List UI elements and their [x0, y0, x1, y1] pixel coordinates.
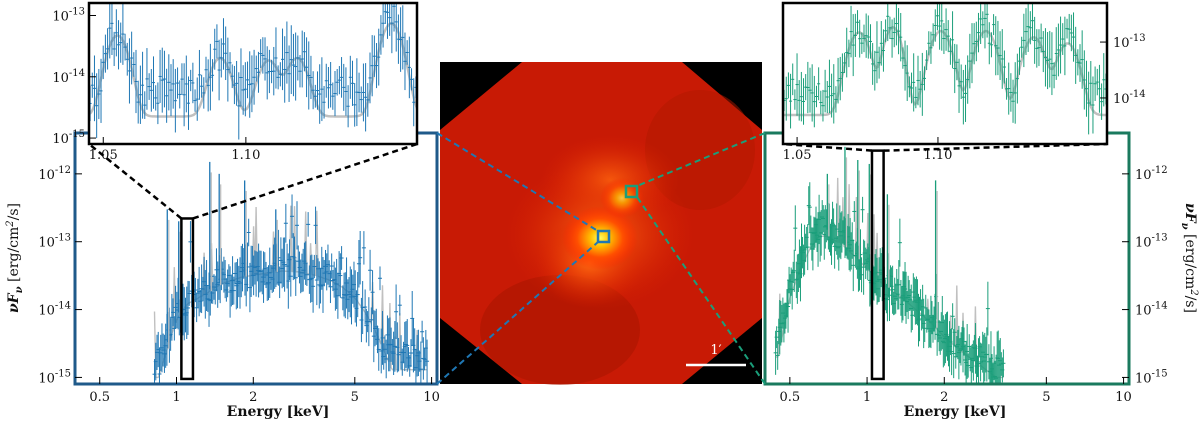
left-main-panel: 0.5 1 2 5 10 10-15 10-14 10-13 10-12 Energy [keV…: [5, 131, 440, 420]
right-inset-plot: [783, 3, 1107, 135]
left-zoom-line-a: [88, 143, 183, 220]
right-main-y-tick-label: 10-13: [1135, 233, 1168, 251]
left-inset-x-tick-label: 1.10: [231, 148, 260, 163]
left-main-x-tick-label: 1: [172, 390, 180, 405]
left-main-y-tick-label: 10-14: [38, 301, 71, 319]
left-inset-background: [89, 3, 417, 144]
right-inset-axes: 1.05 1.10 10-14 10-13: [783, 33, 1146, 163]
scale-bar-label: 1′: [710, 343, 721, 358]
right-main-x-tick-label: 1: [863, 390, 871, 405]
left-connector-top: [436, 132, 599, 232]
left-spectrum-plot: [152, 161, 430, 384]
left-connector-bottom: [436, 241, 599, 385]
right-inset-x-tick-label: 1.05: [783, 148, 812, 163]
left-main-x-tick-label: 10: [423, 390, 440, 405]
right-connector-top: [636, 132, 766, 187]
image-hotspot: [562, 206, 638, 270]
left-inset-frame: [87, 1, 419, 146]
left-inset-y-tick-label: 10-13: [52, 7, 85, 25]
inset-model-curve: [783, 25, 1107, 117]
right-region-box: [624, 184, 639, 199]
right-y-axis-label: νFν [erg/cm2/s]: [1179, 203, 1199, 313]
left-main-x-tick-label: 5: [351, 390, 359, 405]
right-selection-box: [870, 149, 885, 381]
right-main-y-tick-label: 10-15: [1135, 368, 1168, 386]
right-inset-frame: [781, 1, 1109, 146]
right-inset-panel: 1.05 1.10 10-14 10-13: [781, 1, 1146, 163]
left-main-y-tick-label: 10-15: [38, 368, 71, 386]
left-main-x-tick-label: 2: [249, 390, 257, 405]
inset-model-curve: [89, 22, 417, 118]
left-zoom-line-b: [192, 142, 418, 220]
left-inset-y-tick-label: 10-15: [52, 129, 85, 147]
left-region-box: [596, 229, 611, 244]
right-main-x-tick-label: 10: [1115, 390, 1132, 405]
right-inset-y-tick-label: 10-14: [1113, 89, 1146, 107]
right-zoom-line-b: [883, 142, 1108, 152]
right-spectrum-plot: [773, 146, 1006, 384]
right-main-y-tick-label: 10-12: [1135, 165, 1168, 183]
right-main-y-tick-label: 10-14: [1135, 301, 1168, 319]
left-inset-y-tick-label: 10-14: [52, 68, 85, 86]
right-inset-y-tick-label: 10-13: [1113, 33, 1146, 51]
right-main-x-tick-label: 2: [940, 390, 948, 405]
left-selection-box: [180, 217, 195, 381]
right-x-axis-label: Energy [keV]: [904, 404, 1007, 420]
left-y-axis-label: νFν [erg/cm2/s]: [5, 203, 25, 313]
left-x-axis-label: Energy [keV]: [227, 404, 330, 420]
right-zoom-line-a: [782, 142, 873, 152]
right-connector-bottom: [636, 196, 766, 385]
left-main-y-tick-label: 10-13: [38, 233, 71, 251]
connectors: [88, 132, 1108, 385]
right-main-x-tick-label: 0.5: [780, 390, 801, 405]
right-inset-x-tick-label: 1.10: [923, 148, 952, 163]
right-inset-background: [783, 3, 1107, 144]
left-main-x-tick-label: 0.5: [89, 390, 110, 405]
right-main-x-tick-label: 5: [1042, 390, 1050, 405]
image-hotspot-2: [600, 178, 644, 218]
left-main-axes: 0.5 1 2 5 10 10-15 10-14 10-13 10-12: [38, 165, 440, 405]
center-xray-image: 1′: [440, 62, 762, 385]
left-main-y-tick-label: 10-12: [38, 165, 71, 183]
